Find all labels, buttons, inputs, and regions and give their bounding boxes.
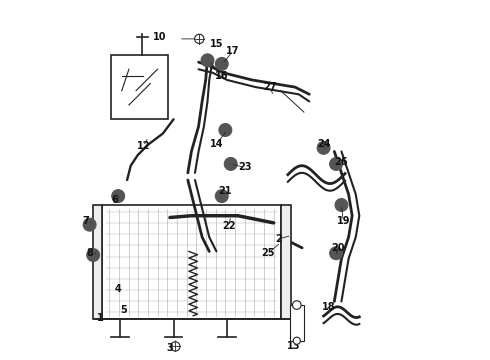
- Circle shape: [215, 58, 228, 70]
- Text: 23: 23: [238, 162, 252, 172]
- Circle shape: [83, 218, 96, 231]
- Text: 12: 12: [136, 141, 150, 151]
- Circle shape: [218, 60, 225, 67]
- Circle shape: [338, 202, 345, 208]
- Circle shape: [293, 337, 300, 344]
- Circle shape: [204, 57, 211, 64]
- Text: 13: 13: [287, 341, 300, 351]
- Text: 8: 8: [86, 248, 93, 258]
- Circle shape: [335, 199, 348, 211]
- Bar: [102, 205, 281, 319]
- Circle shape: [86, 221, 93, 228]
- Text: 25: 25: [262, 248, 275, 258]
- Circle shape: [293, 301, 301, 309]
- Bar: [281, 205, 292, 319]
- Text: 6: 6: [111, 195, 118, 204]
- Bar: [290, 305, 304, 341]
- Text: 27: 27: [263, 82, 277, 92]
- Circle shape: [320, 144, 327, 152]
- Circle shape: [112, 190, 124, 203]
- Circle shape: [317, 141, 330, 154]
- Text: 5: 5: [120, 305, 127, 315]
- Circle shape: [227, 161, 234, 167]
- Circle shape: [218, 193, 225, 199]
- Circle shape: [115, 193, 122, 199]
- Bar: [106, 208, 277, 316]
- Text: 10: 10: [152, 32, 166, 42]
- Circle shape: [333, 250, 340, 257]
- Circle shape: [87, 249, 99, 261]
- Text: 4: 4: [115, 284, 122, 294]
- Text: 1: 1: [97, 312, 104, 323]
- Text: 19: 19: [337, 216, 350, 226]
- Circle shape: [201, 54, 214, 67]
- Text: 14: 14: [210, 139, 223, 149]
- Bar: [93, 205, 102, 319]
- Bar: [111, 55, 168, 119]
- Circle shape: [330, 157, 343, 170]
- Text: 21: 21: [219, 186, 232, 196]
- Text: 24: 24: [317, 139, 330, 149]
- Text: 17: 17: [226, 46, 239, 57]
- Text: 15: 15: [210, 39, 223, 49]
- Text: 3: 3: [167, 343, 173, 353]
- Circle shape: [222, 126, 229, 134]
- Text: 20: 20: [331, 243, 344, 253]
- Text: 18: 18: [322, 302, 336, 312]
- Text: 7: 7: [83, 216, 89, 226]
- Text: 2: 2: [275, 234, 282, 244]
- Text: 11: 11: [140, 73, 153, 83]
- Circle shape: [219, 123, 232, 136]
- Text: 16: 16: [215, 71, 228, 81]
- Text: 26: 26: [335, 157, 348, 167]
- Circle shape: [333, 161, 340, 167]
- Circle shape: [224, 157, 237, 170]
- Circle shape: [90, 252, 97, 258]
- Text: 22: 22: [222, 221, 236, 231]
- Text: 9: 9: [119, 96, 125, 107]
- Circle shape: [330, 247, 343, 260]
- Circle shape: [215, 190, 228, 203]
